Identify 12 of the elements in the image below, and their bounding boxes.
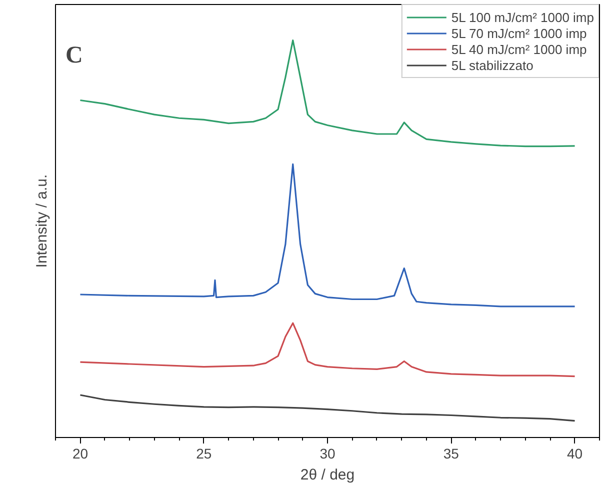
- annotation: C: [66, 42, 83, 68]
- x-tick-label: 35: [443, 446, 460, 462]
- x-tick-label: 30: [320, 446, 336, 462]
- x-tick-label: 25: [196, 446, 212, 462]
- x-tick-label: 20: [72, 446, 88, 462]
- legend-label: 5L 70 mJ/cm² 1000 imp: [451, 25, 587, 41]
- legend-label: 5L 100 mJ/cm² 1000 imp: [451, 9, 594, 25]
- y-axis-title: Intensity / a.u.: [34, 174, 50, 268]
- legend-label: 5L stabilizzato: [451, 57, 534, 73]
- x-axis-title: 2θ / deg: [300, 466, 355, 484]
- x-tick-label: 40: [566, 446, 583, 462]
- legend-label: 5L 40 mJ/cm² 1000 imp: [451, 41, 587, 57]
